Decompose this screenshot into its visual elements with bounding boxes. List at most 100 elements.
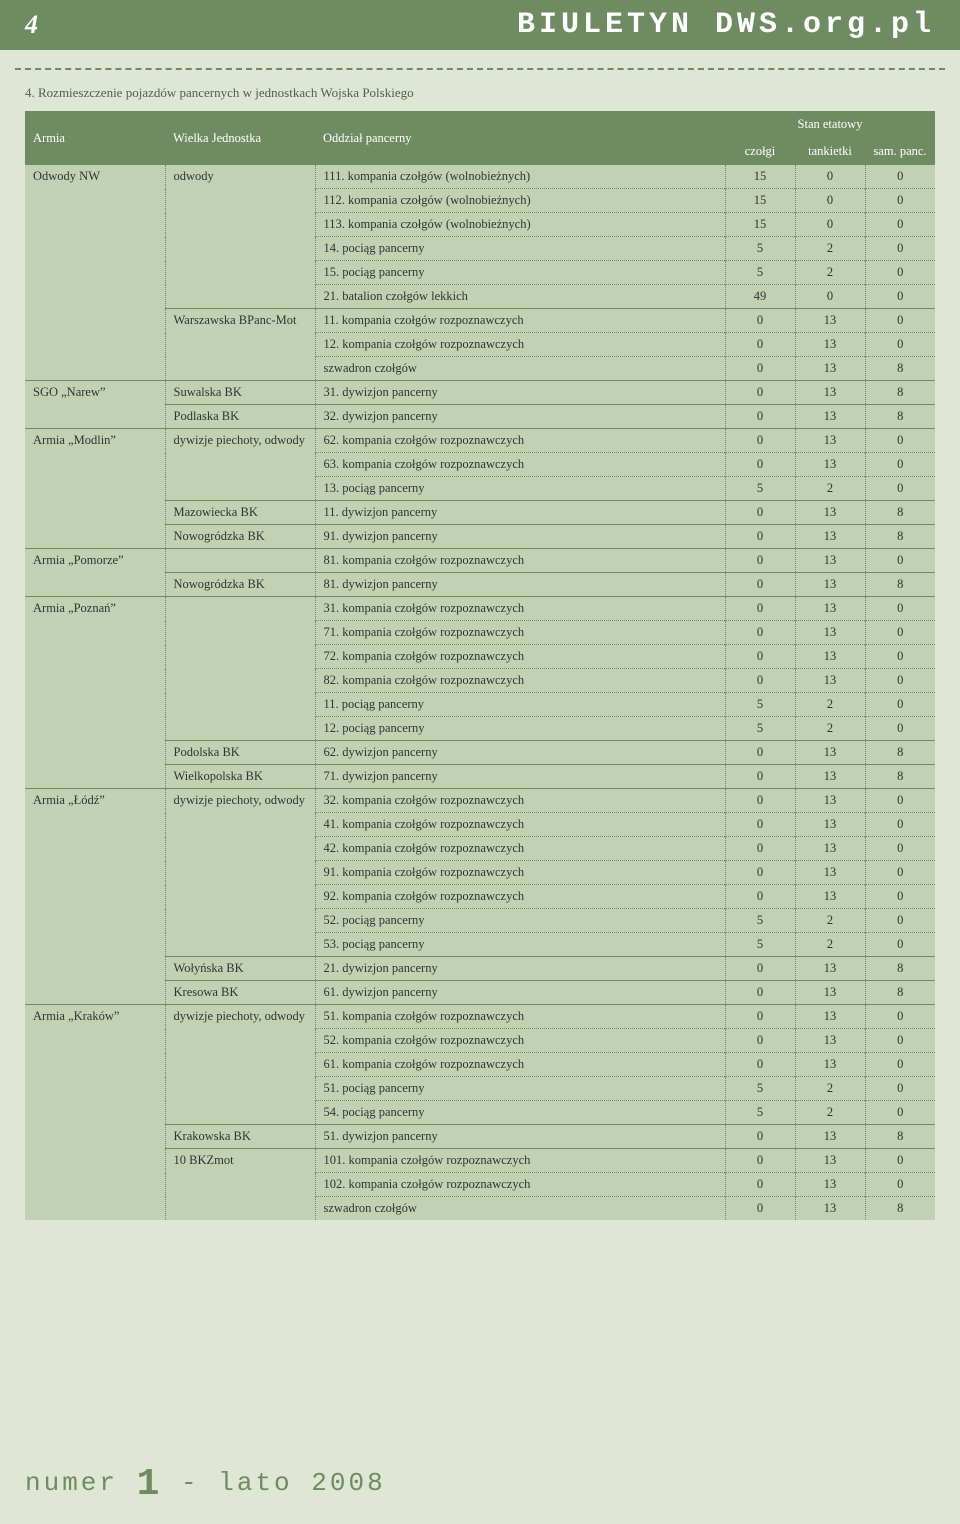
cell-armia [25, 717, 165, 741]
table-caption: 4. Rozmieszczenie pojazdów pancernych w … [25, 85, 935, 101]
cell-oddzial: 15. pociąg pancerny [315, 261, 725, 285]
table-row: Krakowska BK51. dywizjon pancerny0138 [25, 1125, 935, 1149]
cell-oddzial: 91. dywizjon pancerny [315, 525, 725, 549]
table-row: 112. kompania czołgów (wolnobieżnych)150… [25, 189, 935, 213]
cell-czolgi: 0 [725, 957, 795, 981]
cell-tankietki: 2 [795, 1077, 865, 1101]
cell-sam: 8 [865, 357, 935, 381]
table-row: 12. pociąg pancerny520 [25, 717, 935, 741]
cell-sam: 0 [865, 621, 935, 645]
cell-sam: 0 [865, 453, 935, 477]
cell-sam: 0 [865, 693, 935, 717]
cell-armia: Odwody NW [25, 165, 165, 189]
cell-sam: 0 [865, 837, 935, 861]
cell-tankietki: 13 [795, 1173, 865, 1197]
cell-czolgi: 0 [725, 621, 795, 645]
cell-sam: 0 [865, 285, 935, 309]
cell-armia [25, 477, 165, 501]
cell-sam: 0 [865, 717, 935, 741]
table-row: 13. pociąg pancerny520 [25, 477, 935, 501]
table-row: Armia „Łódź”dywizje piechoty, odwody32. … [25, 789, 935, 813]
cell-armia [25, 285, 165, 309]
cell-armia [25, 981, 165, 1005]
table-row: 52. kompania czołgów rozpoznawczych0130 [25, 1029, 935, 1053]
table-row: Armia „Pomorze”81. kompania czołgów rozp… [25, 549, 935, 573]
table-row: Armia „Kraków”dywizje piechoty, odwody51… [25, 1005, 935, 1029]
cell-czolgi: 0 [725, 765, 795, 789]
cell-tankietki: 13 [795, 861, 865, 885]
cell-oddzial: 72. kompania czołgów rozpoznawczych [315, 645, 725, 669]
cell-tankietki: 13 [795, 621, 865, 645]
cell-czolgi: 5 [725, 477, 795, 501]
cell-czolgi: 0 [725, 1125, 795, 1149]
cell-oddzial: 102. kompania czołgów rozpoznawczych [315, 1173, 725, 1197]
cell-sam: 0 [865, 909, 935, 933]
cell-czolgi: 0 [725, 453, 795, 477]
cell-oddzial: 31. dywizjon pancerny [315, 381, 725, 405]
cell-czolgi: 15 [725, 165, 795, 189]
cell-sam: 0 [865, 213, 935, 237]
cell-jednostka: Podlaska BK [165, 405, 315, 429]
cell-armia [25, 813, 165, 837]
cell-czolgi: 0 [725, 1053, 795, 1077]
cell-tankietki: 13 [795, 645, 865, 669]
table-row: 92. kompania czołgów rozpoznawczych0130 [25, 885, 935, 909]
footer-text2: - lato 2008 [162, 1468, 385, 1498]
cell-sam: 8 [865, 765, 935, 789]
table-row: Armia „Poznań”31. kompania czołgów rozpo… [25, 597, 935, 621]
deployment-table: Armia Wielka Jednostka Oddział pancerny … [25, 111, 935, 1220]
cell-oddzial: 71. dywizjon pancerny [315, 765, 725, 789]
cell-armia [25, 933, 165, 957]
cell-jednostka [165, 189, 315, 213]
table-row: 12. kompania czołgów rozpoznawczych0130 [25, 333, 935, 357]
table-header: Armia Wielka Jednostka Oddział pancerny … [25, 111, 935, 165]
cell-tankietki: 2 [795, 1101, 865, 1125]
cell-czolgi: 15 [725, 189, 795, 213]
cell-oddzial: 41. kompania czołgów rozpoznawczych [315, 813, 725, 837]
site-title: BIULETYN DWS.org.pl [38, 8, 935, 42]
cell-jednostka [165, 621, 315, 645]
cell-jednostka: Kresowa BK [165, 981, 315, 1005]
cell-tankietki: 13 [795, 1197, 865, 1221]
col-stan: Stan etatowy [725, 111, 935, 138]
cell-jednostka: Nowogródzka BK [165, 573, 315, 597]
table-row: 102. kompania czołgów rozpoznawczych0130 [25, 1173, 935, 1197]
table-row: Warszawska BPanc-Mot11. kompania czołgów… [25, 309, 935, 333]
cell-czolgi: 0 [725, 741, 795, 765]
cell-sam: 8 [865, 957, 935, 981]
cell-czolgi: 0 [725, 573, 795, 597]
cell-oddzial: 101. kompania czołgów rozpoznawczych [315, 1149, 725, 1173]
cell-sam: 0 [865, 333, 935, 357]
cell-sam: 8 [865, 1125, 935, 1149]
cell-jednostka [165, 477, 315, 501]
table-row: Podlaska BK32. dywizjon pancerny0138 [25, 405, 935, 429]
cell-sam: 0 [865, 309, 935, 333]
col-jednostka: Wielka Jednostka [165, 111, 315, 165]
cell-jednostka [165, 861, 315, 885]
cell-czolgi: 0 [725, 549, 795, 573]
cell-czolgi: 0 [725, 645, 795, 669]
cell-armia [25, 405, 165, 429]
cell-tankietki: 2 [795, 261, 865, 285]
cell-czolgi: 0 [725, 333, 795, 357]
cell-oddzial: 11. dywizjon pancerny [315, 501, 725, 525]
cell-tankietki: 13 [795, 357, 865, 381]
cell-sam: 0 [865, 885, 935, 909]
cell-jednostka: dywizje piechoty, odwody [165, 429, 315, 453]
table-row: 10 BKZmot101. kompania czołgów rozpoznaw… [25, 1149, 935, 1173]
cell-jednostka [165, 213, 315, 237]
cell-armia: Armia „Pomorze” [25, 549, 165, 573]
cell-armia [25, 1197, 165, 1221]
cell-oddzial: szwadron czołgów [315, 1197, 725, 1221]
cell-armia: SGO „Narew” [25, 381, 165, 405]
table-row: 71. kompania czołgów rozpoznawczych0130 [25, 621, 935, 645]
cell-oddzial: 51. dywizjon pancerny [315, 1125, 725, 1149]
cell-tankietki: 2 [795, 237, 865, 261]
cell-sam: 0 [865, 477, 935, 501]
cell-armia [25, 1125, 165, 1149]
cell-oddzial: 61. dywizjon pancerny [315, 981, 725, 1005]
cell-czolgi: 0 [725, 525, 795, 549]
table-row: 41. kompania czołgów rozpoznawczych0130 [25, 813, 935, 837]
cell-czolgi: 0 [725, 1029, 795, 1053]
cell-armia [25, 669, 165, 693]
